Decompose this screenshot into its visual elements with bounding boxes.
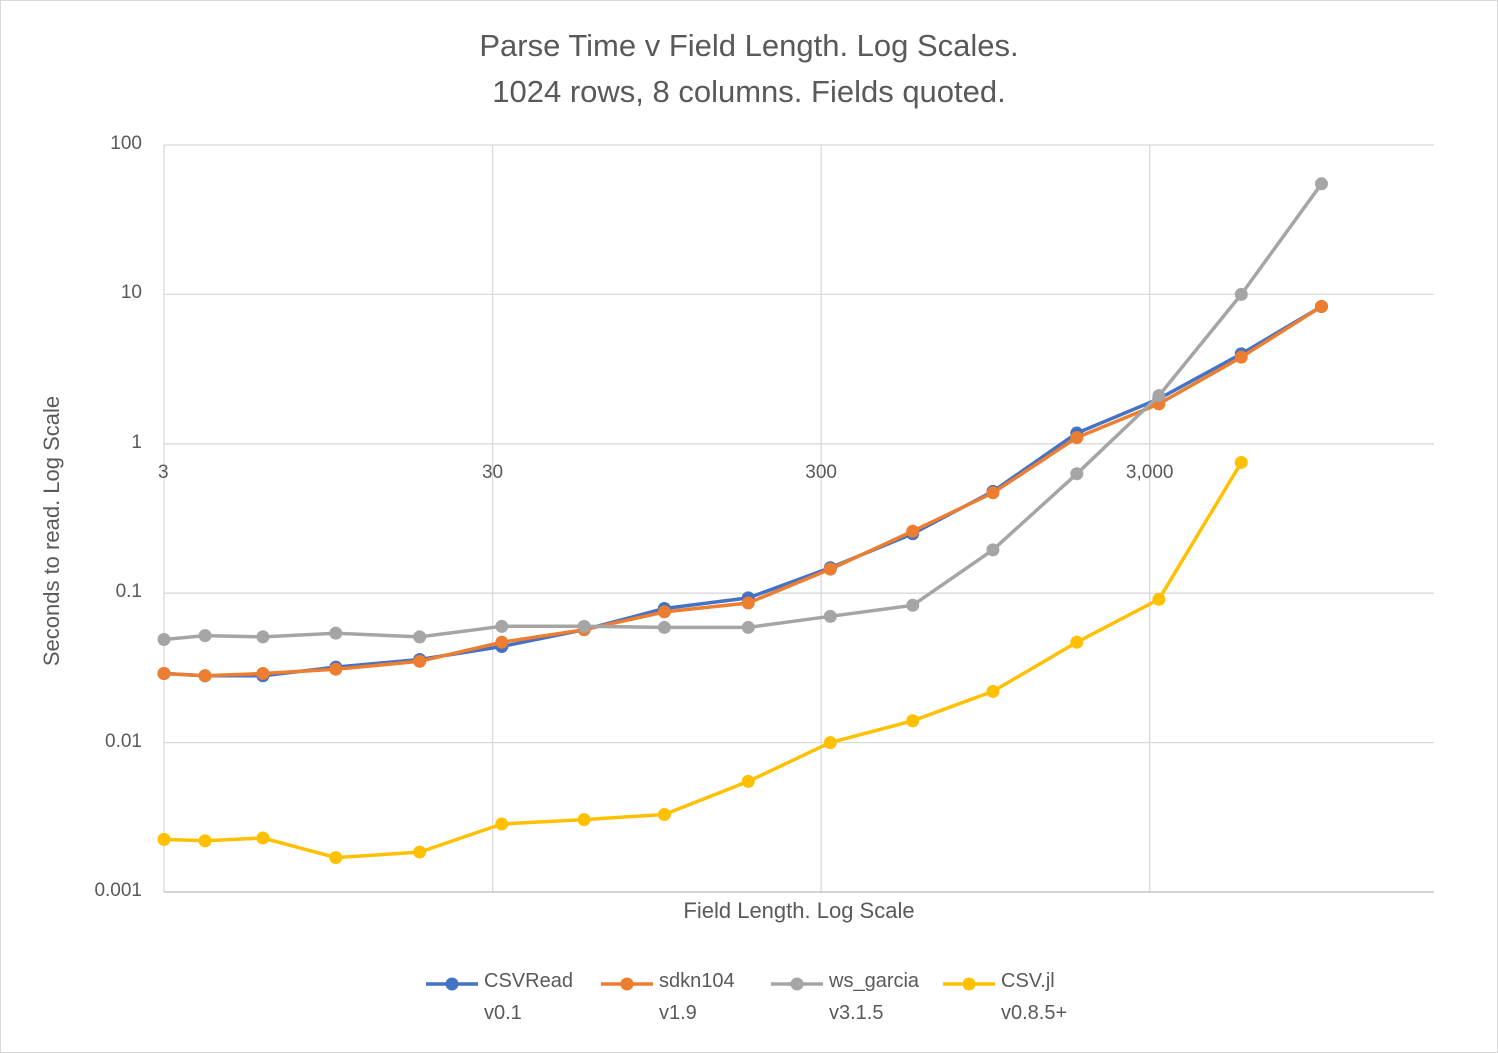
x-tick-label: 30 [481, 461, 504, 483]
data-point [198, 629, 212, 643]
data-point [256, 630, 270, 644]
data-point [157, 832, 171, 846]
data-point [1070, 431, 1084, 445]
data-point [906, 598, 920, 612]
legend-swatch-marker [962, 977, 976, 991]
data-point [1234, 287, 1248, 301]
data-point [1152, 389, 1166, 403]
series-line [163, 182, 1323, 642]
data-point [823, 736, 837, 750]
data-point [1234, 350, 1248, 364]
data-point [906, 524, 920, 538]
data-point [157, 632, 171, 646]
legend-swatch-marker [620, 977, 634, 991]
data-point [1314, 177, 1328, 191]
legend-swatch [943, 977, 995, 991]
data-point [495, 817, 509, 831]
data-point [198, 669, 212, 683]
data-point [986, 486, 1000, 500]
data-point [577, 619, 591, 633]
y-tick-label: 0.001 [94, 880, 142, 901]
data-point [906, 714, 920, 728]
data-point [1152, 592, 1166, 606]
legend-series-version: v1.9 [659, 1002, 697, 1024]
data-point [495, 635, 509, 649]
series-line [163, 461, 1243, 860]
legend-series-name: CSV.jl [1001, 970, 1055, 992]
data-point [741, 774, 755, 788]
data-point [657, 605, 671, 619]
data-point [413, 845, 427, 859]
y-tick-label: 0.1 [115, 581, 142, 603]
data-point [198, 834, 212, 848]
data-point [741, 596, 755, 610]
data-point [657, 620, 671, 634]
series-group [157, 177, 1328, 865]
x-axis-title: Field Length. Log Scale [683, 898, 915, 923]
data-point [986, 684, 1000, 698]
x-tick-label: 300 [805, 461, 837, 483]
data-point [413, 654, 427, 668]
series-CSV.jl [157, 455, 1248, 865]
y-tick-label: 10 [120, 282, 142, 304]
data-point [577, 813, 591, 827]
data-point [157, 667, 171, 681]
data-point [1234, 455, 1248, 469]
gridlines [163, 144, 1434, 893]
legend-swatch [426, 977, 478, 991]
series-ws_garcia [157, 177, 1328, 646]
y-tick-label: 100 [110, 133, 142, 154]
legend-series-version: v0.8.5+ [1001, 1002, 1068, 1024]
chart-title: Parse Time v Field Length. Log Scales. [479, 28, 1019, 63]
legend-swatch-marker [790, 977, 804, 991]
data-point [1314, 299, 1328, 313]
legend-swatch [771, 977, 823, 991]
data-point [823, 609, 837, 623]
data-point [413, 630, 427, 644]
data-point [329, 662, 343, 676]
data-point [329, 626, 343, 640]
legend-series-version: v0.1 [484, 1002, 522, 1024]
series-line [163, 304, 1323, 678]
data-point [329, 851, 343, 865]
series-sdkn104 [157, 299, 1328, 683]
legend-swatch [601, 977, 653, 991]
legend-swatch-marker [445, 977, 459, 991]
legend-series-version: v3.1.5 [829, 1002, 884, 1024]
data-point [495, 619, 509, 633]
data-point [823, 562, 837, 576]
data-point [1070, 467, 1084, 481]
y-tick-label: 0.01 [105, 730, 142, 752]
y-tick-label: 1 [131, 431, 142, 453]
data-point [986, 543, 1000, 557]
data-point [741, 620, 755, 634]
y-axis-title: Seconds to read. Log Scale [39, 395, 64, 667]
x-tick-label: 3 [158, 461, 169, 483]
data-point [1070, 635, 1084, 649]
data-point [256, 667, 270, 681]
legend-series-name: sdkn104 [659, 970, 735, 992]
x-tick-label: 3,000 [1125, 461, 1174, 483]
legend-series-name: ws_garcia [829, 970, 920, 992]
data-point [657, 808, 671, 822]
legend-series-name: CSVRead [484, 970, 573, 992]
series-line [163, 305, 1323, 678]
data-point [256, 831, 270, 845]
chart-subtitle: 1024 rows, 8 columns. Fields quoted. [492, 74, 1006, 109]
